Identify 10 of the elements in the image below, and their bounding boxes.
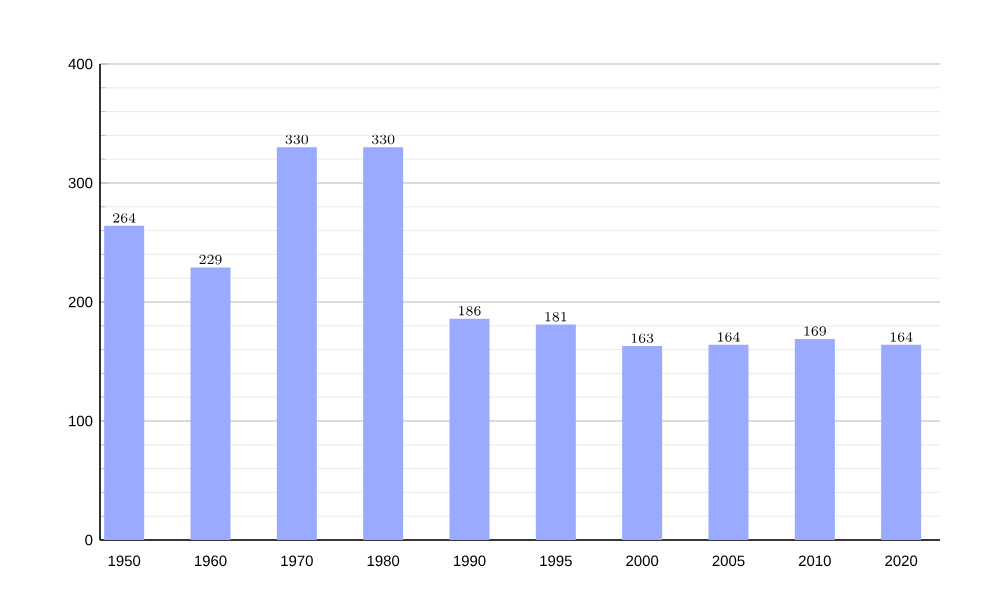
bar (794, 338, 835, 540)
bar (708, 344, 749, 540)
bar (622, 346, 663, 540)
bar (881, 344, 922, 540)
bar (535, 324, 576, 540)
bar (104, 225, 145, 540)
bar (449, 318, 490, 540)
bar (190, 267, 231, 540)
bar (363, 147, 404, 540)
bar (276, 147, 317, 540)
